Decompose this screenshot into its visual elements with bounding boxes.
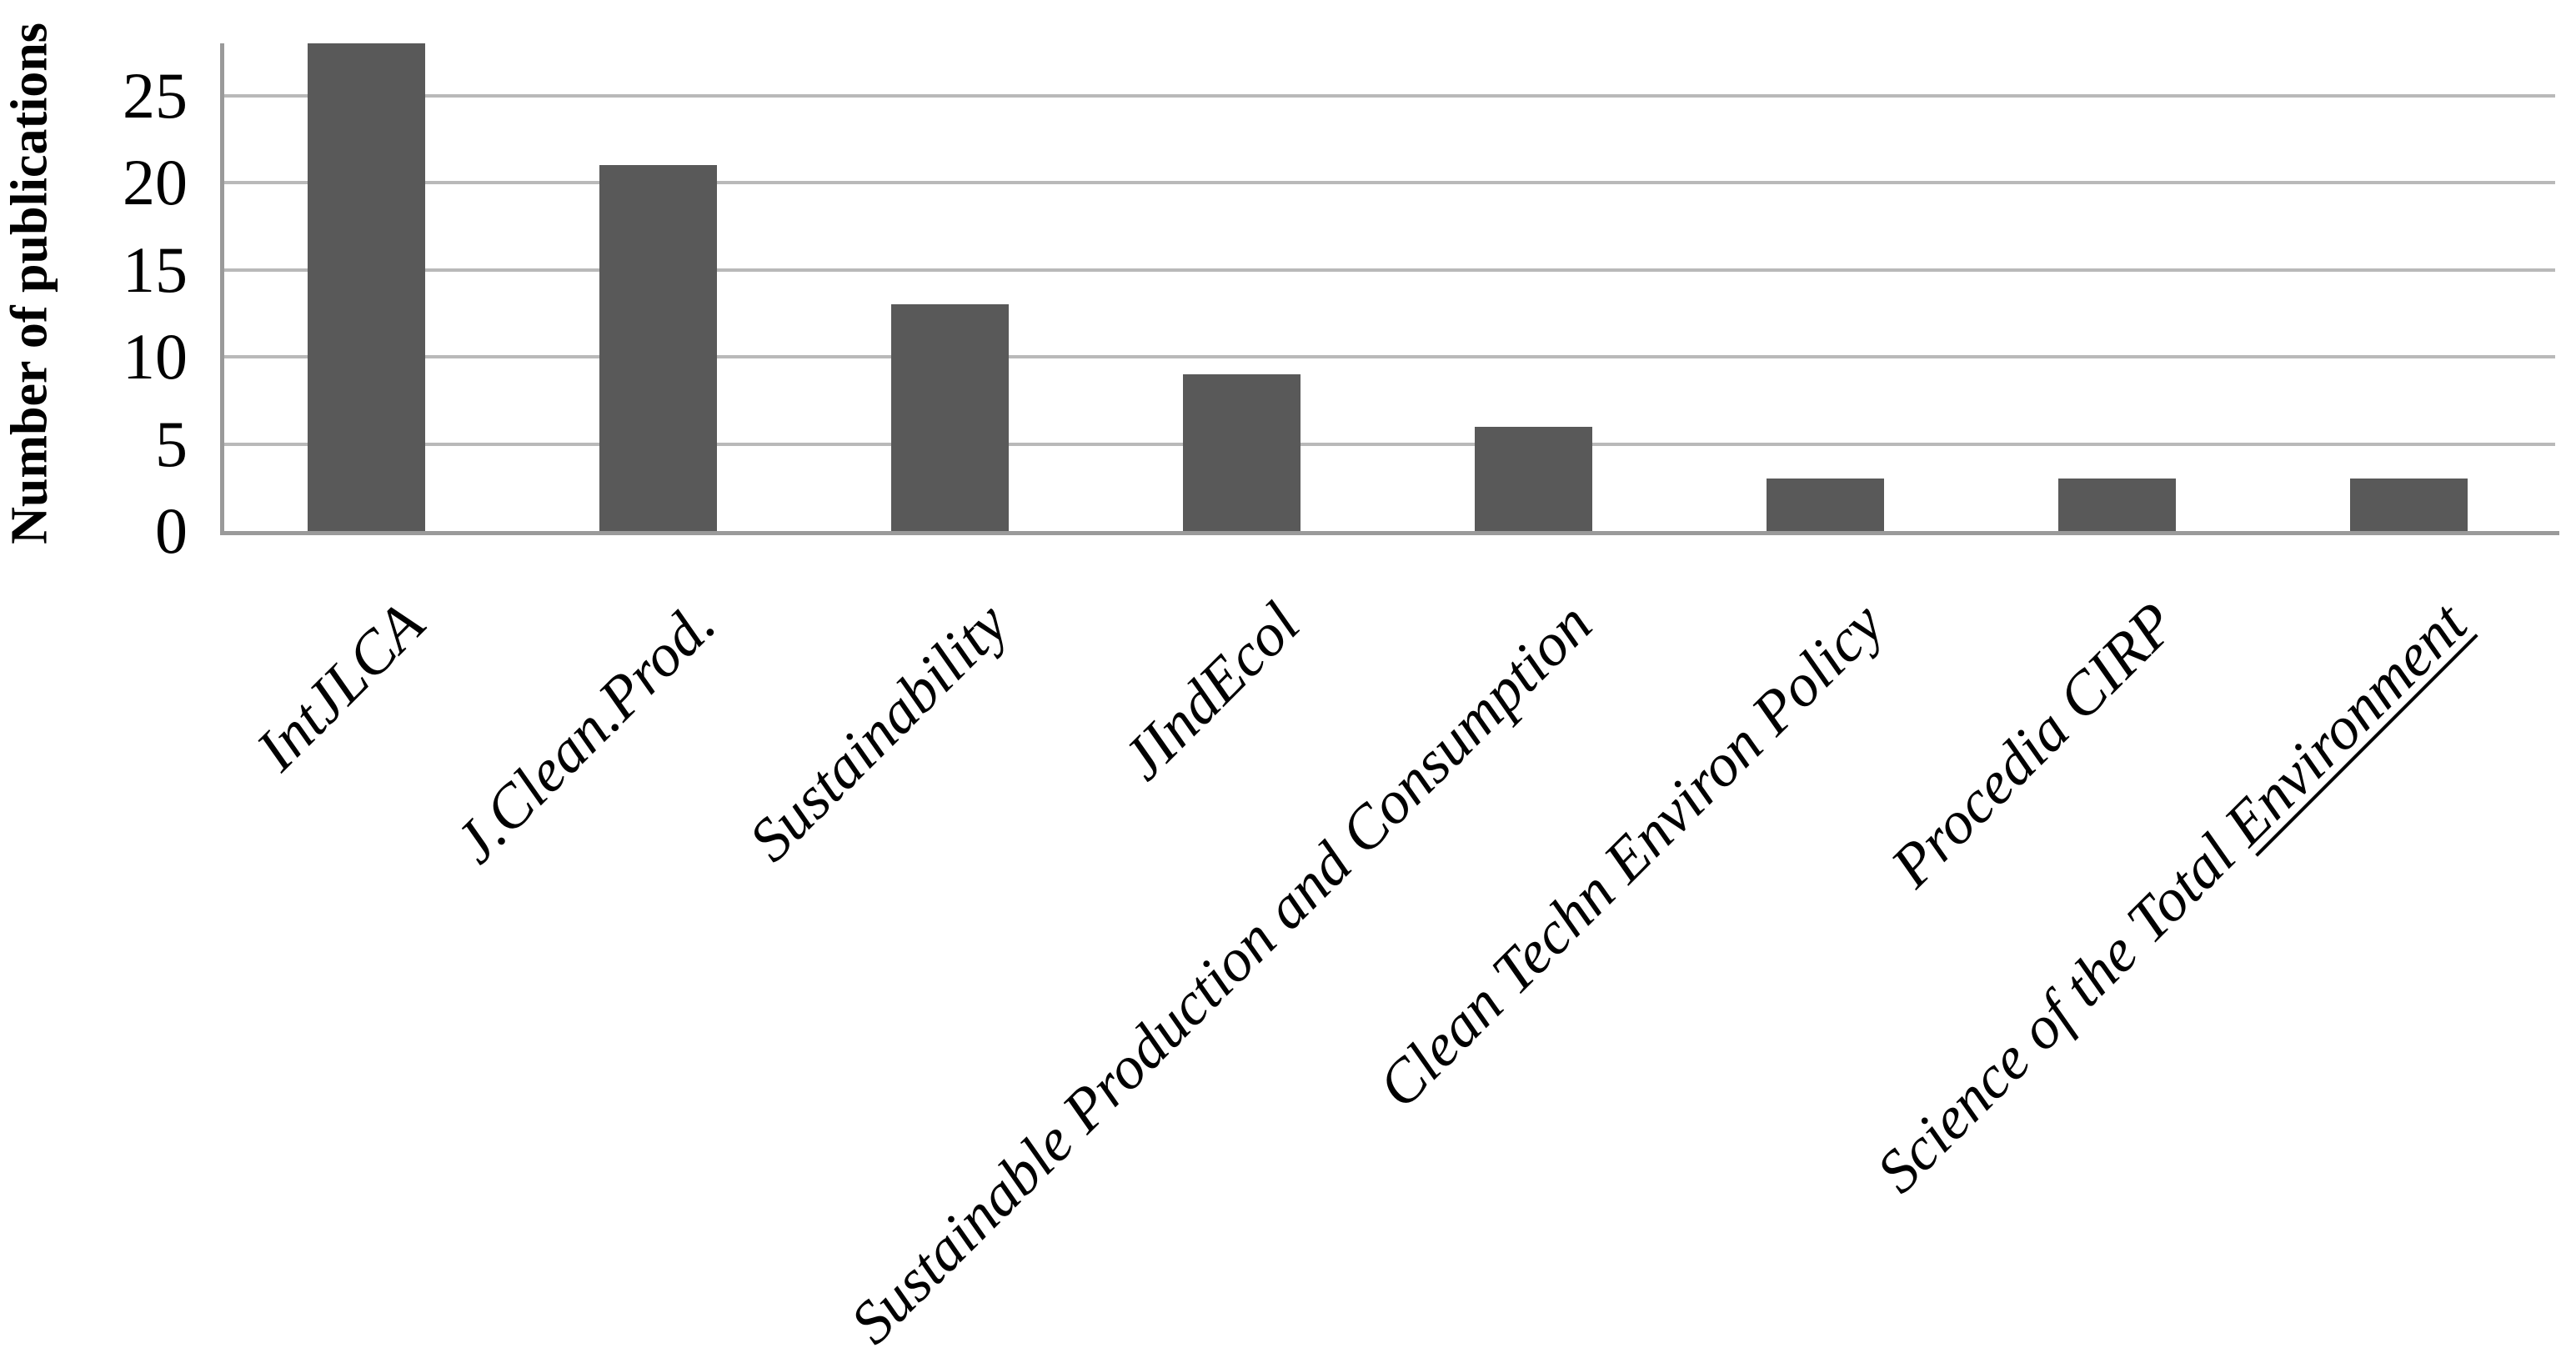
bar (2058, 479, 2177, 531)
bar (2350, 479, 2468, 531)
y-tick-label: 20 (123, 146, 188, 219)
y-tick-label: 10 (123, 320, 188, 393)
x-axis-label: Science of the Total Environment (1863, 589, 2480, 1205)
y-tick-label: 5 (155, 407, 188, 480)
x-axis-label: J.Clean.Prod. (442, 589, 729, 876)
x-axis-label: Clean Techn Environ Policy (1365, 589, 1897, 1121)
gridline (220, 181, 2555, 185)
bar (1767, 479, 1885, 531)
y-tick-label: 15 (123, 233, 188, 306)
gridline (220, 442, 2555, 446)
bar (307, 43, 425, 531)
x-axis-label: JIndEcol (1109, 589, 1312, 793)
gridline (220, 268, 2555, 272)
gridline (220, 355, 2555, 359)
bar (599, 165, 717, 531)
y-tick-label: 25 (123, 58, 188, 132)
y-tick-label: 0 (155, 494, 188, 567)
bar (1182, 373, 1301, 531)
x-axis-label: Procedia CIRP (1877, 589, 2188, 900)
y-axis-line (220, 43, 224, 535)
bar (890, 304, 1009, 531)
bar (1475, 426, 1593, 531)
x-axis-label: Sustainability (735, 589, 1020, 874)
gridline (220, 93, 2555, 98)
x-axis-line (220, 531, 2559, 535)
x-axis-label: IntJLCA (243, 589, 437, 784)
underlined-text: Environment (2211, 589, 2480, 859)
